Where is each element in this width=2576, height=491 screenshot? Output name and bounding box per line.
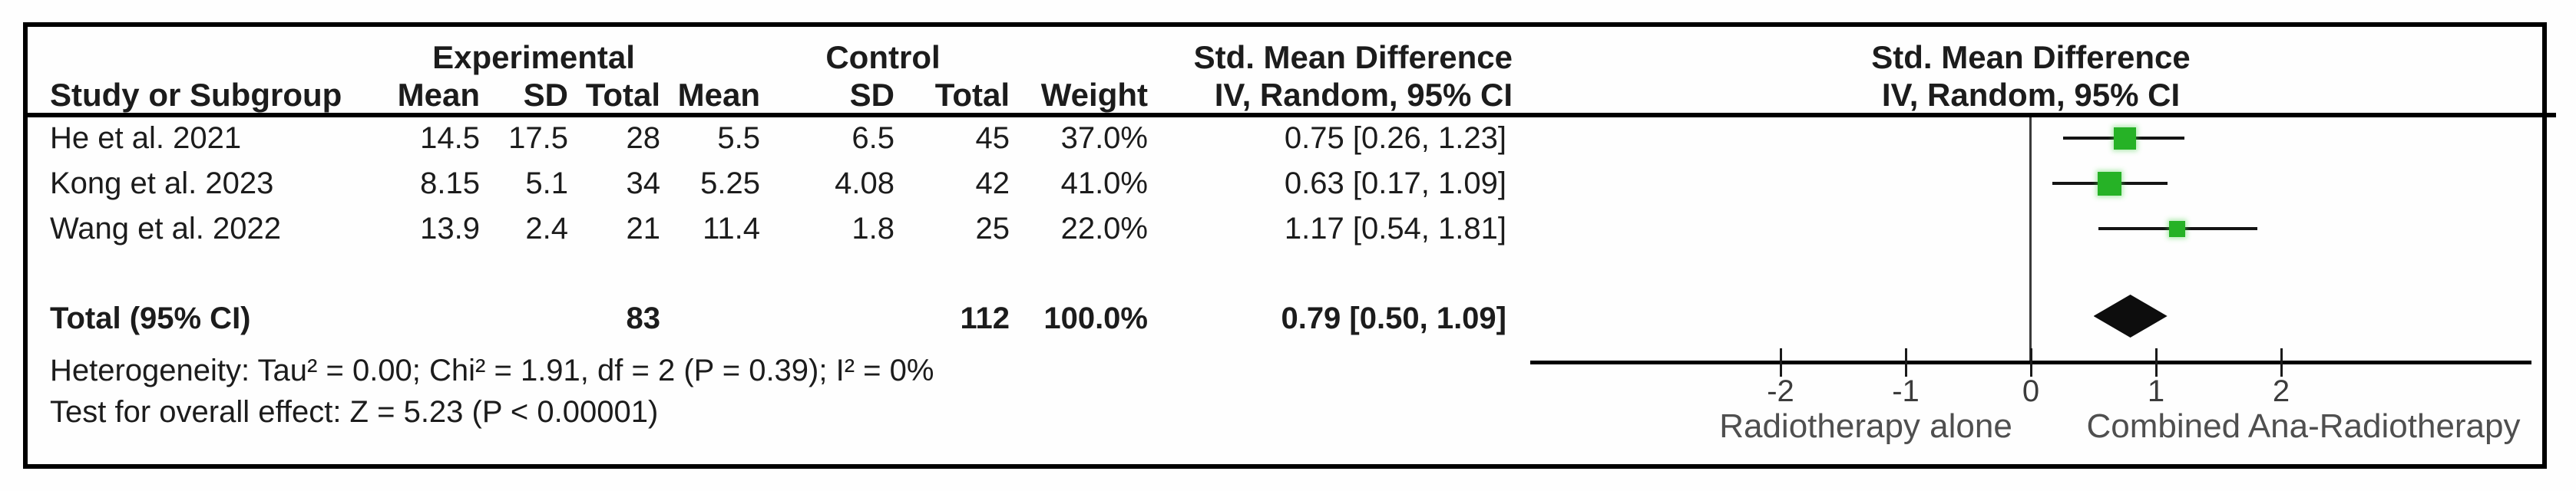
exp-mean-cell: 14.5 xyxy=(420,121,480,155)
ctl-sd-cell: 4.08 xyxy=(835,166,894,200)
tick-label: 0 xyxy=(2022,374,2040,408)
ci-text-cell: 0.63 [0.17, 1.09] xyxy=(1284,166,1506,200)
exp-total-cell: 28 xyxy=(626,121,661,155)
effect-square-marker xyxy=(2113,127,2136,150)
total-exp-total-cell: 83 xyxy=(626,302,661,335)
ctl-total-cell: 42 xyxy=(975,166,1010,200)
header-ci-table: IV, Random, 95% CI xyxy=(1214,77,1513,113)
exp-total-cell: 21 xyxy=(626,212,661,246)
tick-label: -2 xyxy=(1767,374,1794,408)
ci-text-cell: 0.75 [0.26, 1.23] xyxy=(1284,121,1506,155)
header-weight: Weight xyxy=(1040,77,1148,113)
exp-sd-cell: 2.4 xyxy=(525,212,568,246)
header-smd-table: Std. Mean Difference xyxy=(1193,39,1513,75)
header-exp-sd: SD xyxy=(523,77,568,113)
header-control-group: Control xyxy=(825,39,941,75)
total-ci-text-cell: 0.79 [0.50, 1.09] xyxy=(1281,302,1506,335)
weight-cell: 22.0% xyxy=(1060,212,1148,246)
exp-sd-cell: 17.5 xyxy=(508,121,568,155)
ctl-mean-cell: 5.25 xyxy=(700,166,760,200)
tick xyxy=(1779,348,1782,377)
ctl-mean-cell: 11.4 xyxy=(703,212,760,246)
tick xyxy=(2280,348,2283,377)
exp-sd-cell: 5.1 xyxy=(525,166,568,200)
zero-effect-line xyxy=(2029,117,2032,362)
exp-mean-cell: 8.15 xyxy=(420,166,480,200)
overall-effect-stats: Test for overall effect: Z = 5.23 (P < 0… xyxy=(50,395,659,429)
ci-text-cell: 1.17 [0.54, 1.81] xyxy=(1284,212,1506,246)
total-ctl-total-cell: 112 xyxy=(960,302,1010,335)
ctl-mean-cell: 5.5 xyxy=(717,121,760,155)
tick-label: -1 xyxy=(1892,374,1920,408)
study-name: Kong et al. 2023 xyxy=(50,166,274,200)
total-row-label: Total (95% CI) xyxy=(50,302,251,335)
tick xyxy=(2029,348,2032,377)
effect-square-marker xyxy=(2169,220,2186,237)
ctl-sd-cell: 1.8 xyxy=(852,212,894,246)
header-ctl-total: Total xyxy=(934,77,1010,113)
ctl-total-cell: 45 xyxy=(975,121,1010,155)
header-ctl-sd: SD xyxy=(849,77,894,113)
axis-label-left: Radiotherapy alone xyxy=(1719,407,2012,445)
tick-label: 2 xyxy=(2272,374,2290,408)
header-exp-total: Total xyxy=(585,77,660,113)
tick xyxy=(1904,348,1907,377)
weight-cell: 37.0% xyxy=(1060,121,1148,155)
weight-cell: 41.0% xyxy=(1060,166,1148,200)
tick xyxy=(2154,348,2158,377)
total-weight-cell: 100.0% xyxy=(1043,302,1148,335)
figure-border xyxy=(23,22,2547,469)
study-name: Wang et al. 2022 xyxy=(50,212,281,246)
ctl-sd-cell: 6.5 xyxy=(852,121,894,155)
study-name: He et al. 2021 xyxy=(50,121,242,155)
header-ci-plot: IV, Random, 95% CI xyxy=(1881,77,2181,113)
header-ctl-mean: Mean xyxy=(677,77,760,113)
effect-square-marker xyxy=(2098,171,2122,196)
header-divider-line xyxy=(23,113,2556,117)
exp-mean-cell: 13.9 xyxy=(420,212,480,246)
exp-total-cell: 34 xyxy=(626,166,661,200)
ctl-total-cell: 25 xyxy=(975,212,1010,246)
heterogeneity-stats: Heterogeneity: Tau² = 0.00; Chi² = 1.91,… xyxy=(50,354,934,387)
axis-label-right: Combined Ana-Radiotherapy xyxy=(2086,407,2521,445)
header-smd-plot: Std. Mean Difference xyxy=(1871,39,2191,75)
header-exp-mean: Mean xyxy=(397,77,480,113)
tick-label: 1 xyxy=(2147,374,2165,408)
header-study-or-subgroup: Study or Subgroup xyxy=(50,77,342,113)
header-experimental-group: Experimental xyxy=(432,39,635,75)
